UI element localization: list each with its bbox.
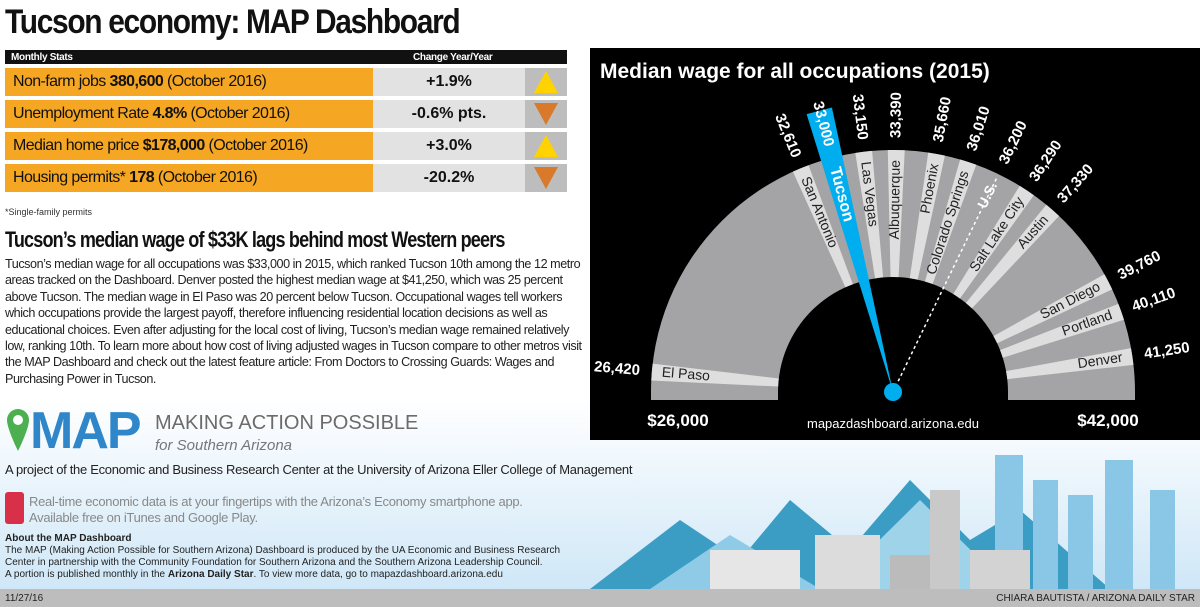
stat-change: +1.9% <box>373 68 525 96</box>
stat-period: (October 2016) <box>190 105 290 122</box>
arrow-up-icon <box>534 135 558 157</box>
city-label-denver: Denver <box>1076 349 1123 371</box>
value-label-portland: 40,110 <box>1130 284 1178 315</box>
min-label: $26,000 <box>647 411 708 430</box>
gauge-base-right <box>1008 392 1135 400</box>
stat-label: Median home price $178,000 (October 2016… <box>5 132 373 160</box>
wedge-albuquerque <box>887 150 905 278</box>
map-logo: MAP <box>30 402 142 460</box>
stat-label: Housing permits* 178 (October 2016) <box>5 164 373 192</box>
article-heading: Tucson’s median wage of $33K lags behind… <box>5 227 505 252</box>
stat-value: 380,600 <box>109 73 164 90</box>
about-section: About the MAP Dashboard The MAP (Making … <box>5 533 590 581</box>
stat-row: Housing permits* 178 (October 2016) -20.2… <box>5 164 567 192</box>
stat-value: 4.8% <box>152 105 188 122</box>
stat-value: 178 <box>129 169 155 186</box>
needle-hub <box>884 383 902 401</box>
value-label-u-s: 36,200 <box>996 118 1031 167</box>
stat-row: Non-farm jobs 380,600 (October 2016) +1.9… <box>5 68 567 96</box>
value-label-denver: 41,250 <box>1143 339 1191 363</box>
monthly-stats-table: Monthly Stats Change Year/Year Non-farm j… <box>5 50 567 192</box>
wedge-el-paso <box>651 363 779 387</box>
wedge-colorado-springs <box>924 159 977 285</box>
app-promo-line2: Available free on iTunes and Google Play… <box>29 510 258 525</box>
tagline-sub: for Southern Arizona <box>155 437 293 454</box>
stats-header: Monthly Stats Change Year/Year <box>5 50 567 64</box>
city-label-albuquerque: Albuquerque <box>886 160 903 240</box>
value-label-albuquerque: 33,390 <box>887 92 905 138</box>
tagline: MAKING ACTION POSSIBLE <box>155 412 419 434</box>
wedge-phoenix <box>909 152 945 280</box>
arrow-down-icon <box>534 103 558 125</box>
value-label-colorado-springs: 36,010 <box>963 104 993 153</box>
value-label-salt-lake-city: 36,290 <box>1026 137 1066 185</box>
gauge-base-left <box>651 392 778 400</box>
stat-name: Unemployment Rate <box>13 105 149 122</box>
article-body: Tucson’s median wage for all occupations… <box>5 257 582 386</box>
city-label-las-vegas: Las Vegas <box>858 161 882 228</box>
date: 11/27/16 <box>5 592 44 604</box>
stat-row: Unemployment Rate 4.8% (October 2016) -0.… <box>5 100 567 128</box>
arrow-up-icon <box>534 71 558 93</box>
wage-gauge-chart: Median wage for all occupations (2015) 26… <box>593 60 1191 431</box>
stat-period: (October 2016) <box>167 73 267 90</box>
header-change: Change Year/Year <box>413 51 493 63</box>
wedge-san-diego <box>993 274 1113 344</box>
value-label-las-vegas: 33,150 <box>849 93 871 141</box>
footer-bar: 11/27/16 CHIARA BAUTISTA / ARIZONA DAILY … <box>0 589 1200 607</box>
project-credit: A project of the Economic and Business R… <box>5 462 633 477</box>
credit: CHIARA BAUTISTA / ARIZONA DAILY STAR <box>996 592 1195 604</box>
max-label: $42,000 <box>1077 411 1138 430</box>
city-label-el-paso: El Paso <box>661 364 711 384</box>
value-label-phoenix: 35,660 <box>930 95 955 143</box>
source-url[interactable]: mapazdashboard.arizona.edu <box>807 416 979 431</box>
about-text: The MAP (Making Action Possible for Sout… <box>5 545 561 568</box>
arrow-cell <box>525 164 567 192</box>
stat-row: Median home price $178,000 (October 2016… <box>5 132 567 160</box>
stat-value: $178,000 <box>142 137 206 154</box>
map-pin-icon <box>7 409 29 451</box>
wedge-portland <box>1000 303 1124 358</box>
stat-change: -20.2% <box>373 164 525 192</box>
value-label-san-antonio: 32,610 <box>771 111 804 160</box>
value-label-austin: 37,330 <box>1054 161 1097 207</box>
wedge-las-vegas <box>855 150 884 279</box>
header-monthly-stats: Monthly Stats <box>11 51 73 63</box>
stat-name: Housing permits* <box>13 169 126 186</box>
wage-chart-panel: Median wage for all occupations (2015) 26… <box>590 48 1200 440</box>
stat-change: +3.0% <box>373 132 525 160</box>
arrow-cell <box>525 100 567 128</box>
arrow-down-icon <box>534 167 558 189</box>
arrow-cell <box>525 132 567 160</box>
stat-name: Non-farm jobs <box>13 73 106 90</box>
stat-label: Non-farm jobs 380,600 (October 2016) <box>5 68 373 96</box>
stat-period: (October 2016) <box>157 169 258 186</box>
stat-change: -0.6% pts. <box>373 100 525 128</box>
wedge-denver <box>1006 348 1134 380</box>
chart-title: Median wage for all occupations (2015) <box>600 60 990 83</box>
stat-name: Median home price <box>13 137 139 154</box>
page-title: Tucson economy: MAP Dashboard <box>5 3 461 41</box>
stat-period: (October 2016) <box>208 137 309 154</box>
footnote: *Single-family permits <box>5 207 93 217</box>
wedge-san-antonio <box>792 165 853 288</box>
skyline-illustration <box>590 455 1175 589</box>
wedge-salt-lake-city <box>953 185 1034 299</box>
value-label-el-paso: 26,420 <box>593 358 640 379</box>
arrow-cell <box>525 68 567 96</box>
newspaper-name: Arizona Daily Star <box>167 569 254 580</box>
value-label-san-diego: 39,760 <box>1115 247 1164 283</box>
app-icon <box>5 492 24 524</box>
stat-label: Unemployment Rate 4.8% (October 2016) <box>5 100 373 128</box>
about-heading: About the MAP Dashboard <box>5 533 132 544</box>
tucson-needle <box>806 107 893 392</box>
app-promo-line1: Real-time economic data is at your finge… <box>29 494 523 509</box>
about-text-2: A portion is published monthly in the <box>5 569 168 580</box>
about-text-3: . To view more data, go to mapazdashboar… <box>253 569 503 580</box>
wedge-austin <box>965 204 1060 309</box>
